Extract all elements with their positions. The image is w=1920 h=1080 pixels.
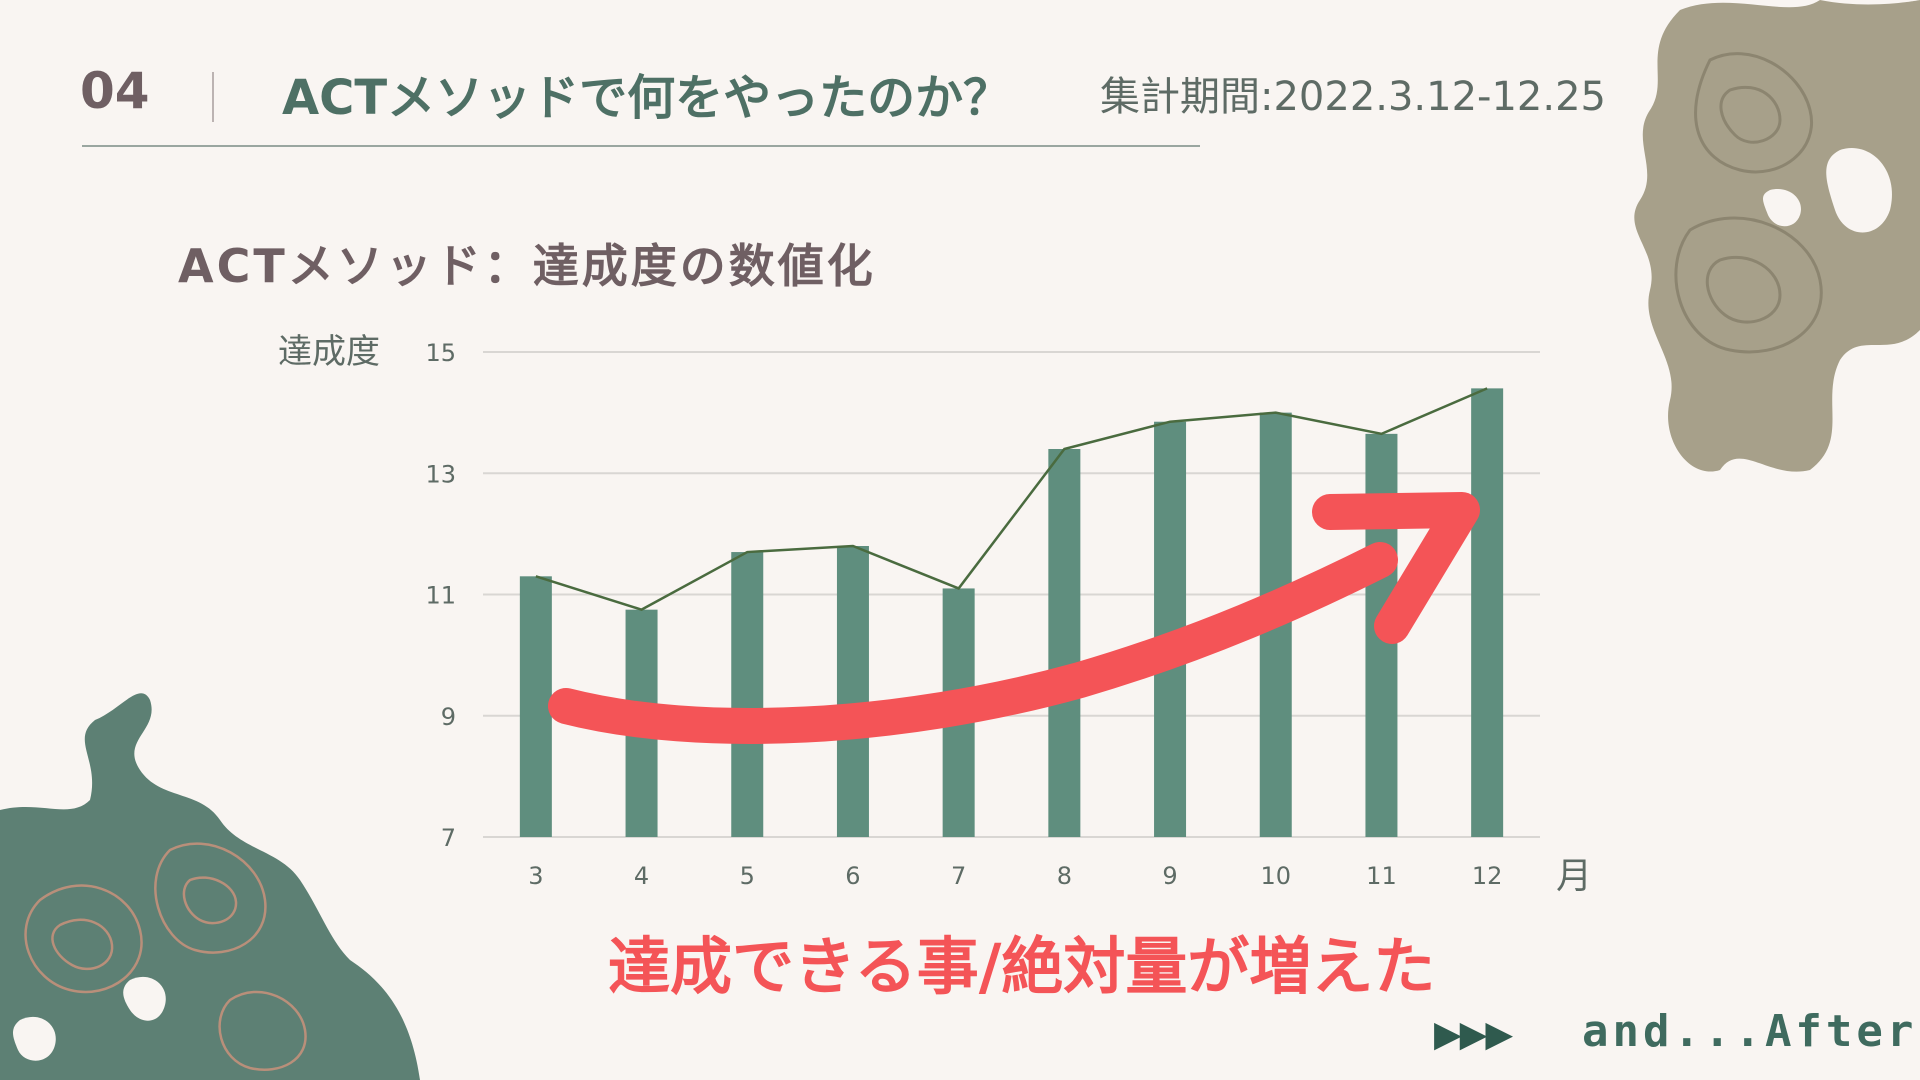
x-tick-label: 12 (1472, 862, 1503, 890)
y-tick-label: 9 (441, 703, 456, 731)
x-axis-label: 月 (1556, 856, 1592, 897)
y-tick-label: 7 (441, 824, 456, 852)
x-tick-label: 6 (845, 862, 860, 890)
bars (519, 388, 1504, 837)
y-tick-label: 13 (425, 460, 456, 488)
x-axis-ticks: 3 4 5 6 7 8 9 10 11 12 (528, 862, 1502, 890)
x-tick-label: 8 (1057, 862, 1072, 890)
bar-month-3 (519, 576, 552, 837)
chart-title: ACTメソッド：達成度の数値化 (178, 239, 876, 293)
x-tick-label: 11 (1366, 862, 1397, 890)
topographic-decoration-bottom-left (0, 693, 420, 1080)
y-axis-ticks: 7 9 11 13 15 (425, 339, 456, 852)
bar-month-12 (1471, 388, 1504, 837)
trend-arrow-head (1312, 492, 1480, 644)
next-section-link[interactable]: and...After? (1582, 1006, 1920, 1057)
x-tick-label: 10 (1260, 862, 1291, 890)
bar-month-6 (836, 546, 869, 837)
x-tick-label: 4 (634, 862, 649, 890)
trend-line-series (535, 387, 1488, 612)
bar-month-5 (731, 552, 764, 837)
y-axis-label: 達成度 (278, 332, 380, 372)
upward-trend-arrow (548, 492, 1480, 744)
x-tick-label: 3 (528, 862, 543, 890)
trend-line (535, 387, 1488, 612)
topographic-decoration-top-right (1634, 0, 1920, 472)
x-tick-label: 9 (1162, 862, 1177, 890)
y-tick-label: 11 (425, 582, 456, 610)
conclusion-text: 達成できる事/絶対量が増えた (608, 930, 1436, 1003)
section-number: 04 (80, 62, 150, 120)
y-tick-label: 15 (425, 339, 456, 367)
x-tick-label: 5 (740, 862, 755, 890)
x-tick-label: 7 (951, 862, 966, 890)
next-arrows-icon: ▶▶▶ (1434, 1014, 1513, 1055)
bar-month-8 (1048, 449, 1081, 837)
trend-arrow-shaft (548, 542, 1398, 744)
aggregation-period: 集計期間:2022.3.12-12.25 (1100, 74, 1606, 120)
page-title: ACTメソッドで何をやったのか？ (282, 70, 1012, 126)
header-rule (82, 145, 1200, 147)
header-divider (212, 72, 214, 122)
